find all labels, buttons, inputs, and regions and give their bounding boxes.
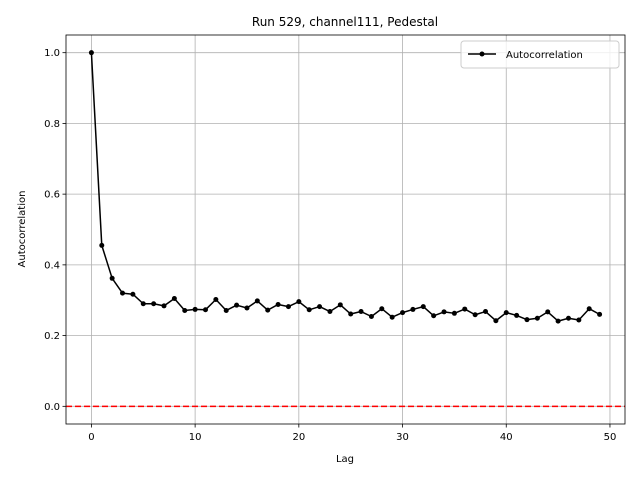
data-point [223,307,229,313]
legend-marker-swatch [479,51,485,57]
data-point [545,309,551,315]
x-axis-ticks: 0 10 20 30 40 50 [88,424,616,443]
plot-frame [65,34,626,425]
data-point [400,310,406,316]
legend-label: Autocorrelation [506,50,583,61]
x-tick-label: 30 [396,432,409,443]
data-point [410,306,416,312]
data-point [88,50,94,56]
legend: Autocorrelation [460,40,620,69]
x-axis-label: Lag [336,454,354,465]
data-point [161,303,167,309]
data-point [140,301,146,307]
y-tick-label: 0.8 [44,119,60,130]
data-point [555,318,561,324]
data-point [317,304,323,310]
data-point [348,311,354,317]
data-point [213,297,219,303]
data-point [171,295,177,301]
y-tick-label: 1.0 [44,48,60,59]
data-point [420,304,426,310]
x-tick-label: 20 [292,432,305,443]
y-tick-label: 0.4 [44,260,60,271]
x-tick-label: 40 [500,432,513,443]
data-point [389,314,395,320]
data-point [379,306,385,312]
data-point [234,302,240,308]
x-tick-label: 50 [604,432,617,443]
data-point [451,310,457,316]
data-point [358,309,364,315]
y-tick-label: 0.6 [44,190,60,201]
data-point [202,307,208,313]
y-tick-label: 0.2 [44,331,60,342]
data-point [285,304,291,310]
data-point [597,311,603,317]
data-point [483,309,489,315]
data-point [503,310,509,316]
data-point [109,275,115,281]
data-point [462,306,468,312]
data-point [524,317,530,323]
data-point [182,307,188,313]
chart-title: Run 529, channel111, Pedestal [252,15,438,29]
data-point [565,315,571,321]
data-point [431,313,437,319]
data-point [576,317,582,323]
data-point [514,312,520,318]
data-point [120,290,126,296]
data-point [327,309,333,315]
legend-box [460,40,620,69]
y-axis-label: Autocorrelation [17,191,28,268]
data-point [337,302,343,308]
y-tick-label: 0.0 [44,402,60,413]
data-point [192,306,198,312]
data-point [244,305,250,311]
data-point [534,315,540,321]
y-axis-ticks: 0.0 0.2 0.4 0.6 0.8 1.0 [44,48,66,413]
data-point [130,291,136,297]
x-tick-label: 0 [88,432,94,443]
data-point [441,309,447,315]
x-tick-label: 10 [189,432,202,443]
series-layer [88,50,603,324]
data-point [296,299,302,305]
data-point [368,313,374,319]
data-point [472,312,478,318]
data-point [99,242,105,248]
data-point [265,307,271,313]
data-point [306,307,312,313]
data-point [151,301,157,307]
data-point [586,306,592,312]
data-point [275,301,281,307]
data-point [254,298,260,304]
data-point [493,318,499,324]
